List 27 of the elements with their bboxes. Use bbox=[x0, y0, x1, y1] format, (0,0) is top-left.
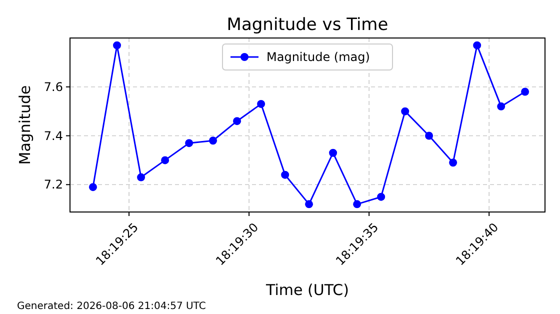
x-axis-title: Time (UTC) bbox=[265, 281, 349, 299]
point bbox=[401, 107, 410, 116]
point bbox=[353, 200, 362, 208]
legend-label: Magnitude (mag) bbox=[266, 50, 370, 64]
point bbox=[233, 117, 242, 126]
y-axis-title: Magnitude bbox=[16, 85, 34, 165]
y-tick-label: 7.6 bbox=[44, 80, 63, 94]
point bbox=[377, 192, 386, 201]
y-tick-label: 7.2 bbox=[44, 178, 63, 192]
point bbox=[185, 139, 194, 148]
point bbox=[497, 102, 506, 110]
y-tick-label: 7.4 bbox=[44, 128, 63, 143]
point bbox=[137, 173, 146, 182]
point bbox=[449, 158, 458, 167]
point bbox=[257, 100, 266, 108]
point bbox=[88, 183, 97, 192]
point bbox=[281, 170, 290, 179]
point bbox=[329, 148, 338, 157]
point bbox=[305, 200, 314, 208]
point bbox=[473, 41, 482, 50]
point bbox=[209, 136, 218, 145]
point bbox=[113, 41, 122, 50]
point bbox=[425, 132, 434, 140]
chart-title: Magnitude vs Time bbox=[226, 15, 388, 35]
point bbox=[521, 88, 530, 96]
point bbox=[161, 156, 170, 164]
text: Generated: 2026-08-06 21:04:57 UTC bbox=[17, 301, 206, 312]
